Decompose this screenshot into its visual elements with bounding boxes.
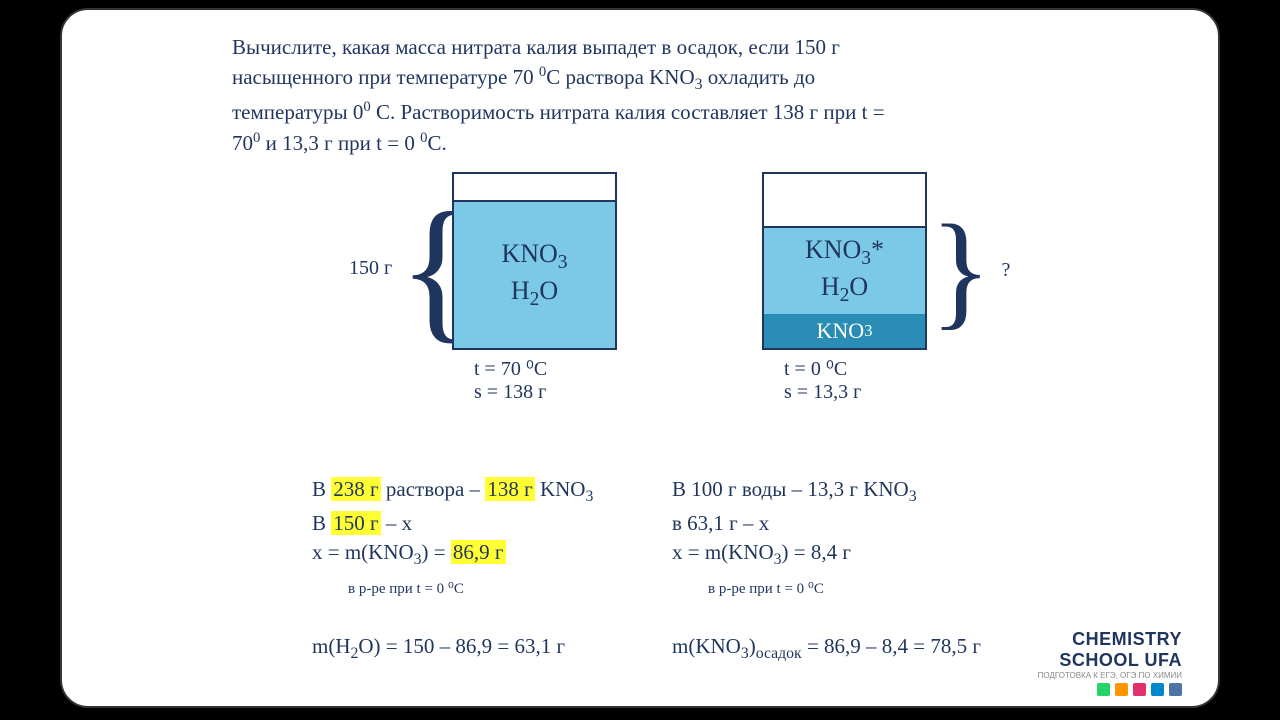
social-icons <box>1038 683 1182 696</box>
kno3-star: KNO <box>805 235 861 264</box>
p-l3a: температуры 0 <box>232 100 363 124</box>
beaker2-caption: t = 0 ⁰С s = 13,3 г <box>784 356 861 404</box>
mass-150g: 150 г <box>349 257 392 280</box>
h2o-label-2: H <box>821 272 840 301</box>
beaker-cold: KNO3* H2O KNO3 <box>762 172 927 350</box>
question-brace: } ? <box>930 216 1010 325</box>
headspace-1 <box>454 172 615 202</box>
p-l4c: С. <box>427 131 446 155</box>
logo-line1: CHEMISTRY <box>1038 629 1182 650</box>
p-l2a: насыщенного при температуре 70 <box>232 65 539 89</box>
question-mark: ? <box>1001 259 1010 282</box>
instagram-icon <box>1133 683 1146 696</box>
problem-text: Вычислите, какая масса нитрата калия вып… <box>232 32 1048 158</box>
whatsapp-icon <box>1097 683 1110 696</box>
vk-icon <box>1169 683 1182 696</box>
logo-sub: ПОДГОТОВКА К ЕГЭ, ОГЭ ПО ХИМИИ <box>1038 671 1182 680</box>
headspace-2 <box>764 172 925 228</box>
p-l4b: и 13,3 г при t = 0 <box>260 131 420 155</box>
p-l2c: охладить до <box>703 65 816 89</box>
beaker-hot: KNO3 H2O <box>452 172 617 350</box>
liquid-1: KNO3 H2O <box>454 202 615 348</box>
telegram-icon <box>1151 683 1164 696</box>
diagram-area: 150 г { KNO3 H2O t = 70 ⁰С s = 138 г KNO… <box>122 172 1158 432</box>
calculation-left: В 238 г раствора – 138 г KNO3 В 150 г – … <box>312 475 593 665</box>
kno3-label: KNO <box>501 239 557 268</box>
h2o-label: H <box>511 276 530 305</box>
p-l1: Вычислите, какая масса нитрата калия вып… <box>232 35 840 59</box>
calculation-right: В 100 г воды – 13,3 г KNO3 в 63,1 г – х … <box>672 475 981 665</box>
slide: Вычислите, какая масса нитрата калия вып… <box>60 8 1220 708</box>
p-l4a: 70 <box>232 131 253 155</box>
beaker1-caption: t = 70 ⁰С s = 138 г <box>474 356 547 404</box>
ok-icon <box>1115 683 1128 696</box>
school-logo: CHEMISTRY SCHOOL UFA ПОДГОТОВКА К ЕГЭ, О… <box>1038 629 1182 696</box>
liquid-2: KNO3* H2O <box>764 228 925 314</box>
p-l3b: С. Растворимость нитрата калия составляе… <box>371 100 885 124</box>
p-l2b: С раствора KNO <box>546 65 694 89</box>
logo-line2: SCHOOL UFA <box>1038 650 1182 671</box>
sediment: KNO3 <box>764 314 925 348</box>
